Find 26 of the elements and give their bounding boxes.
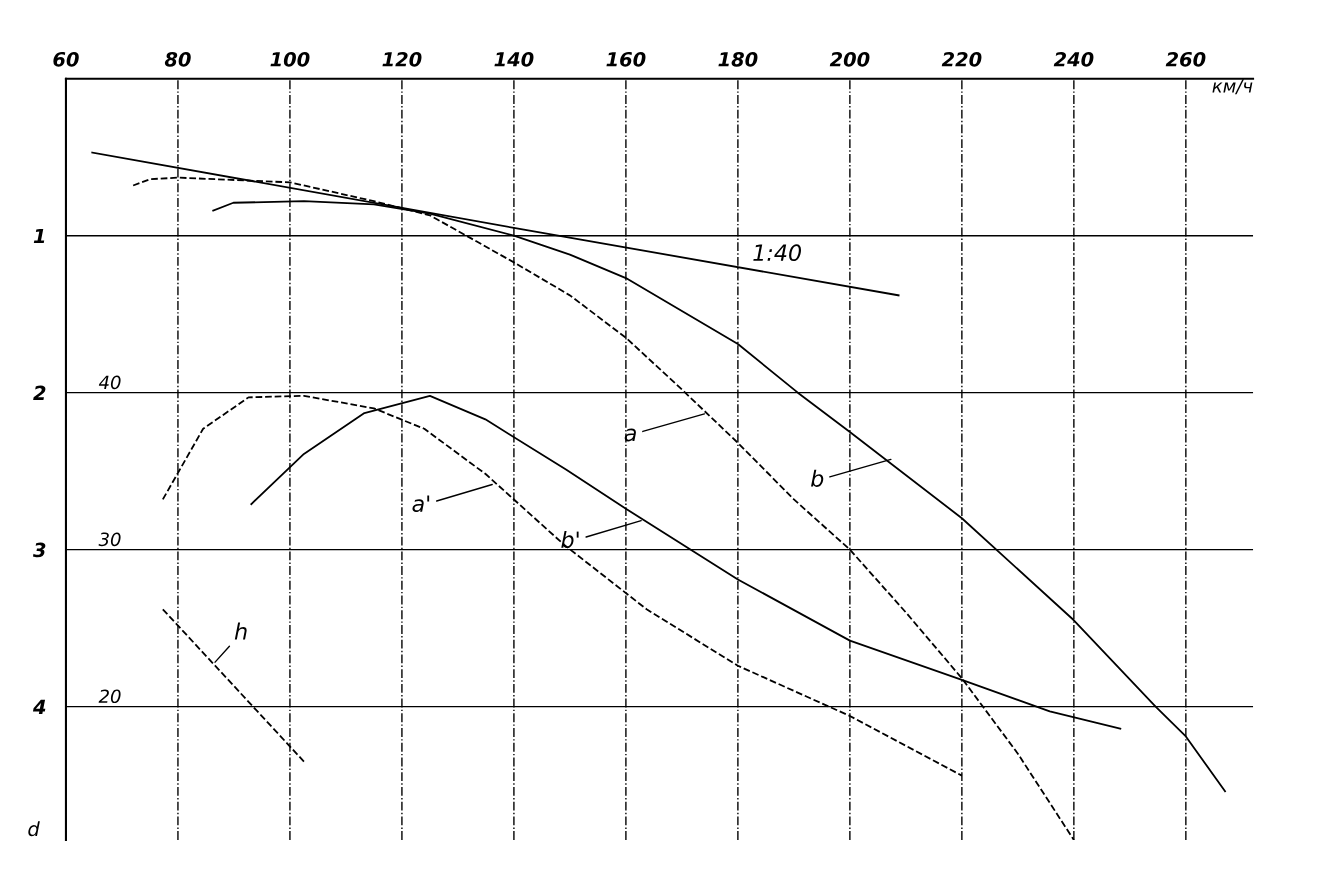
- x-axis-title: км/ч: [1212, 79, 1253, 95]
- y2-tick-label: 40: [98, 375, 121, 390]
- x-tick-label: 180: [718, 51, 758, 67]
- y-axis-title: d: [28, 821, 40, 837]
- y-tick-label: 3: [32, 542, 46, 558]
- x-tick-label: 220: [941, 51, 982, 67]
- y-tick-label: 4: [32, 699, 46, 714]
- x-tick-label: 80: [164, 51, 191, 67]
- x-tick-label: 160: [606, 51, 646, 67]
- annotation: b: [811, 469, 824, 487]
- x-tick-label: 260: [1165, 51, 1206, 67]
- x-tick-label: 120: [382, 51, 422, 67]
- annotation: a': [412, 495, 430, 513]
- x-tick-label: 200: [829, 51, 870, 67]
- annotation: b': [561, 530, 579, 549]
- x-tick-label: 240: [1053, 51, 1094, 67]
- annotation: 1:40: [753, 244, 802, 262]
- x-tick-label: 100: [270, 51, 310, 67]
- y2-tick-label: 20: [98, 689, 121, 704]
- x-tick-label: 140: [494, 51, 534, 67]
- x-tick-label: 60: [53, 51, 79, 67]
- y-tick-label: 2: [33, 385, 46, 401]
- annotation: h: [234, 622, 247, 640]
- y2-tick-label: 30: [98, 532, 121, 547]
- annotation: a: [624, 428, 636, 442]
- y-tick-label: 1: [33, 228, 45, 244]
